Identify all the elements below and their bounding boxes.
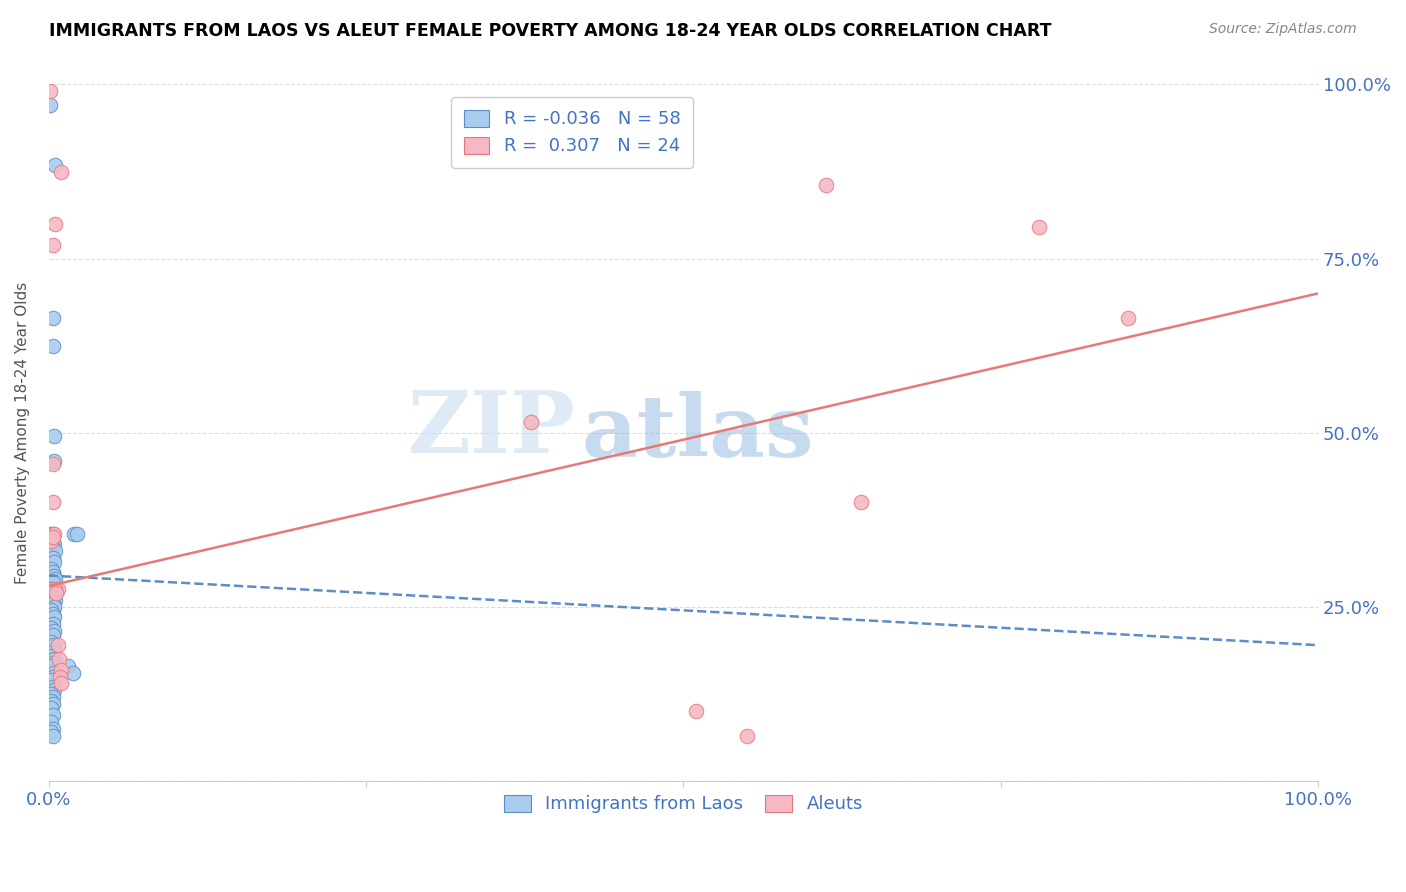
Point: [42, 683, 65, 698]
Point: [42, 429, 65, 443]
Point: [39, 648, 62, 663]
Point: [46, 582, 69, 597]
Point: [42, 555, 65, 569]
Point: [735, 729, 758, 743]
Point: [44, 157, 66, 171]
Point: [44, 544, 66, 558]
Point: [41, 656, 63, 670]
Point: [56, 659, 79, 673]
Point: [48, 652, 70, 666]
Point: [41, 722, 63, 736]
Point: [42, 568, 65, 582]
Point: [44, 572, 66, 586]
Point: [42, 610, 65, 624]
Point: [42, 638, 65, 652]
Point: [41, 575, 63, 590]
Point: [41, 530, 63, 544]
Point: [42, 526, 65, 541]
Point: [63, 526, 86, 541]
Point: [685, 704, 707, 718]
Point: [39, 621, 62, 635]
Point: [39, 634, 62, 648]
Point: [41, 698, 63, 712]
Text: atlas: atlas: [582, 391, 814, 475]
Point: [41, 617, 63, 632]
Point: [66, 526, 89, 541]
Point: [41, 526, 63, 541]
Point: [1028, 220, 1050, 235]
Point: [46, 638, 69, 652]
Text: IMMIGRANTS FROM LAOS VS ALEUT FEMALE POVERTY AMONG 18-24 YEAR OLDS CORRELATION C: IMMIGRANTS FROM LAOS VS ALEUT FEMALE POV…: [49, 22, 1052, 40]
Point: [41, 628, 63, 642]
Point: [41, 541, 63, 555]
Point: [41, 551, 63, 566]
Point: [41, 707, 63, 722]
Point: [42, 624, 65, 639]
Point: [41, 729, 63, 743]
Point: [39, 694, 62, 708]
Point: [39, 533, 62, 548]
Point: [39, 533, 62, 548]
Point: [41, 310, 63, 325]
Point: [520, 415, 543, 429]
Point: [41, 690, 63, 705]
Point: [39, 98, 62, 112]
Point: [39, 714, 62, 729]
Point: [41, 586, 63, 600]
Point: [49, 669, 72, 683]
Point: [39, 725, 62, 739]
Text: Source: ZipAtlas.com: Source: ZipAtlas.com: [1209, 22, 1357, 37]
Point: [51, 663, 73, 677]
Point: [44, 217, 66, 231]
Point: [849, 495, 872, 509]
Point: [51, 676, 73, 690]
Point: [42, 666, 65, 681]
Point: [41, 596, 63, 610]
Point: [42, 537, 65, 551]
Point: [41, 645, 63, 659]
Point: [41, 237, 63, 252]
Point: [42, 453, 65, 467]
Point: [42, 652, 65, 666]
Point: [42, 599, 65, 614]
Point: [39, 701, 62, 715]
Point: [39, 687, 62, 701]
Point: [39, 659, 62, 673]
Point: [41, 495, 63, 509]
Point: [39, 561, 62, 575]
Legend: Immigrants from Laos, Aleuts: Immigrants from Laos, Aleuts: [494, 784, 873, 824]
Point: [814, 178, 837, 193]
Point: [39, 84, 62, 98]
Point: [45, 586, 67, 600]
Point: [41, 338, 63, 352]
Point: [39, 603, 62, 617]
Point: [39, 673, 62, 687]
Text: ZIP: ZIP: [408, 387, 575, 471]
Point: [42, 590, 65, 604]
Point: [41, 669, 63, 683]
Point: [51, 164, 73, 178]
Point: [41, 607, 63, 621]
Point: [44, 582, 66, 597]
Point: [41, 457, 63, 471]
Point: [1116, 310, 1139, 325]
Point: [44, 593, 66, 607]
Y-axis label: Female Poverty Among 18-24 Year Olds: Female Poverty Among 18-24 Year Olds: [15, 282, 30, 584]
Point: [41, 565, 63, 579]
Point: [41, 680, 63, 694]
Point: [39, 526, 62, 541]
Point: [62, 666, 84, 681]
Point: [39, 582, 62, 597]
